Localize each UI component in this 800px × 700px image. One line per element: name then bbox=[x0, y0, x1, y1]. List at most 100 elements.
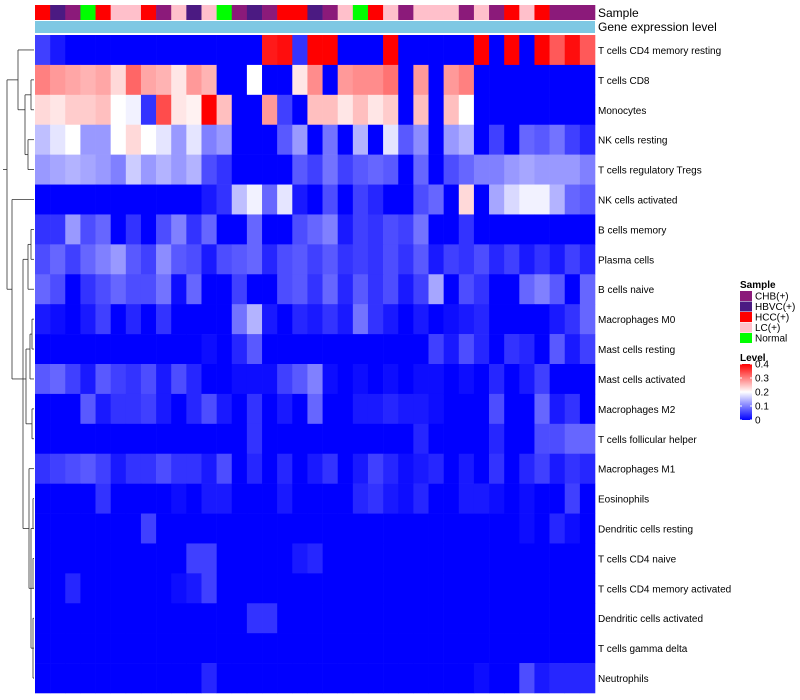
heatmap-cell bbox=[443, 573, 460, 604]
heatmap-cell bbox=[564, 124, 581, 155]
heatmap-cell bbox=[579, 453, 596, 484]
heatmap-cell bbox=[292, 364, 308, 395]
heatmap-cell bbox=[171, 334, 187, 365]
sample-annotation-cell bbox=[186, 5, 202, 20]
sample-legend-swatch bbox=[740, 301, 752, 312]
heatmap-cell bbox=[549, 94, 566, 126]
heatmap-cell bbox=[95, 663, 111, 694]
heatmap-cell bbox=[564, 423, 581, 455]
heatmap-cell bbox=[292, 154, 308, 185]
heatmap-cell bbox=[65, 483, 81, 514]
sample-annotation-cell bbox=[383, 5, 399, 20]
heatmap-cell bbox=[95, 94, 111, 126]
heatmap-cell bbox=[110, 423, 127, 455]
heatmap-cell bbox=[65, 334, 81, 365]
heatmap-cell bbox=[125, 214, 142, 245]
heatmap-cell bbox=[352, 274, 369, 305]
heatmap-cell bbox=[50, 364, 66, 395]
heatmap-cell bbox=[125, 513, 142, 544]
heatmap-cell bbox=[246, 154, 263, 185]
heatmap-cell bbox=[110, 154, 127, 185]
heatmap-cell bbox=[35, 304, 51, 335]
heatmap-cell bbox=[564, 184, 581, 215]
heatmap-cell bbox=[352, 124, 369, 155]
sample-annotation-cell bbox=[140, 5, 157, 20]
heatmap-cell bbox=[413, 274, 429, 305]
heatmap-cell bbox=[95, 364, 111, 395]
heatmap-cell bbox=[292, 94, 308, 126]
heatmap-cell bbox=[95, 483, 111, 514]
heatmap-cell bbox=[171, 663, 187, 694]
heatmap-cell bbox=[246, 35, 263, 66]
heatmap-cell bbox=[458, 364, 475, 395]
heatmap-cell bbox=[352, 364, 369, 395]
heatmap-cell bbox=[156, 453, 172, 484]
heatmap-cell bbox=[125, 184, 142, 215]
heatmap-cell bbox=[458, 274, 475, 305]
heatmap-cell bbox=[140, 94, 157, 126]
heatmap-cell bbox=[504, 304, 520, 335]
heatmap-cell bbox=[443, 543, 460, 574]
heatmap-cell bbox=[80, 573, 96, 604]
heatmap-cell bbox=[50, 573, 66, 604]
heatmap-cell bbox=[549, 663, 566, 694]
heatmap-cell bbox=[458, 483, 475, 514]
heatmap-cell bbox=[262, 633, 278, 664]
heatmap-cell bbox=[246, 334, 263, 365]
heatmap-cell bbox=[398, 214, 414, 245]
heatmap-cell bbox=[398, 154, 414, 185]
heatmap-cell bbox=[489, 663, 505, 694]
level-legend: Level 0.4 0.3 0.2 0.1 0 bbox=[740, 353, 769, 427]
heatmap-cell bbox=[186, 64, 202, 96]
heatmap-cell bbox=[519, 274, 535, 305]
heatmap-cell bbox=[110, 453, 127, 484]
heatmap-cell bbox=[458, 244, 475, 275]
heatmap-cell bbox=[383, 214, 399, 245]
heatmap-cell bbox=[413, 184, 429, 215]
heatmap-cell bbox=[307, 64, 323, 96]
heatmap-cell bbox=[231, 64, 248, 96]
heatmap-cell bbox=[186, 94, 202, 126]
heatmap-cell bbox=[413, 124, 429, 155]
heatmap-cell bbox=[292, 304, 308, 335]
heatmap-cell bbox=[125, 663, 142, 694]
heatmap-cell bbox=[383, 94, 399, 126]
heatmap-cell bbox=[473, 513, 490, 544]
heatmap-cell bbox=[337, 244, 354, 275]
heatmap-cell bbox=[473, 184, 490, 215]
row-label: Plasma cells bbox=[598, 255, 654, 266]
heatmap-cell bbox=[413, 244, 429, 275]
heatmap-cell bbox=[156, 214, 172, 245]
heatmap-cell bbox=[246, 663, 263, 694]
heatmap-cell bbox=[458, 94, 475, 126]
heatmap-cell bbox=[171, 274, 187, 305]
heatmap-cell bbox=[398, 393, 414, 425]
heatmap-cell bbox=[186, 364, 202, 395]
heatmap-cells bbox=[35, 35, 596, 694]
heatmap-cell bbox=[352, 603, 369, 634]
heatmap-cell bbox=[413, 94, 429, 126]
heatmap-cell bbox=[413, 35, 429, 66]
heatmap-cell bbox=[337, 364, 354, 395]
heatmap-cell bbox=[110, 543, 127, 574]
heatmap-cell bbox=[246, 513, 263, 544]
heatmap-cell bbox=[504, 453, 520, 484]
heatmap-cell bbox=[413, 453, 429, 484]
heatmap-cell bbox=[186, 244, 202, 275]
heatmap-cell bbox=[216, 124, 233, 155]
heatmap-cell bbox=[473, 573, 490, 604]
heatmap-cell bbox=[367, 304, 384, 335]
heatmap-cell bbox=[473, 214, 490, 245]
heatmap-cell bbox=[473, 543, 490, 574]
heatmap-cell bbox=[337, 423, 354, 455]
heatmap-cell bbox=[519, 633, 535, 664]
heatmap-cell bbox=[125, 483, 142, 514]
heatmap-cell bbox=[473, 423, 490, 455]
heatmap-cell bbox=[504, 274, 520, 305]
heatmap-cell bbox=[458, 184, 475, 215]
heatmap-cell bbox=[579, 35, 596, 66]
heatmap-cell bbox=[80, 304, 96, 335]
heatmap-cell bbox=[367, 94, 384, 126]
heatmap-cell bbox=[337, 154, 354, 185]
heatmap-cell bbox=[504, 573, 520, 604]
